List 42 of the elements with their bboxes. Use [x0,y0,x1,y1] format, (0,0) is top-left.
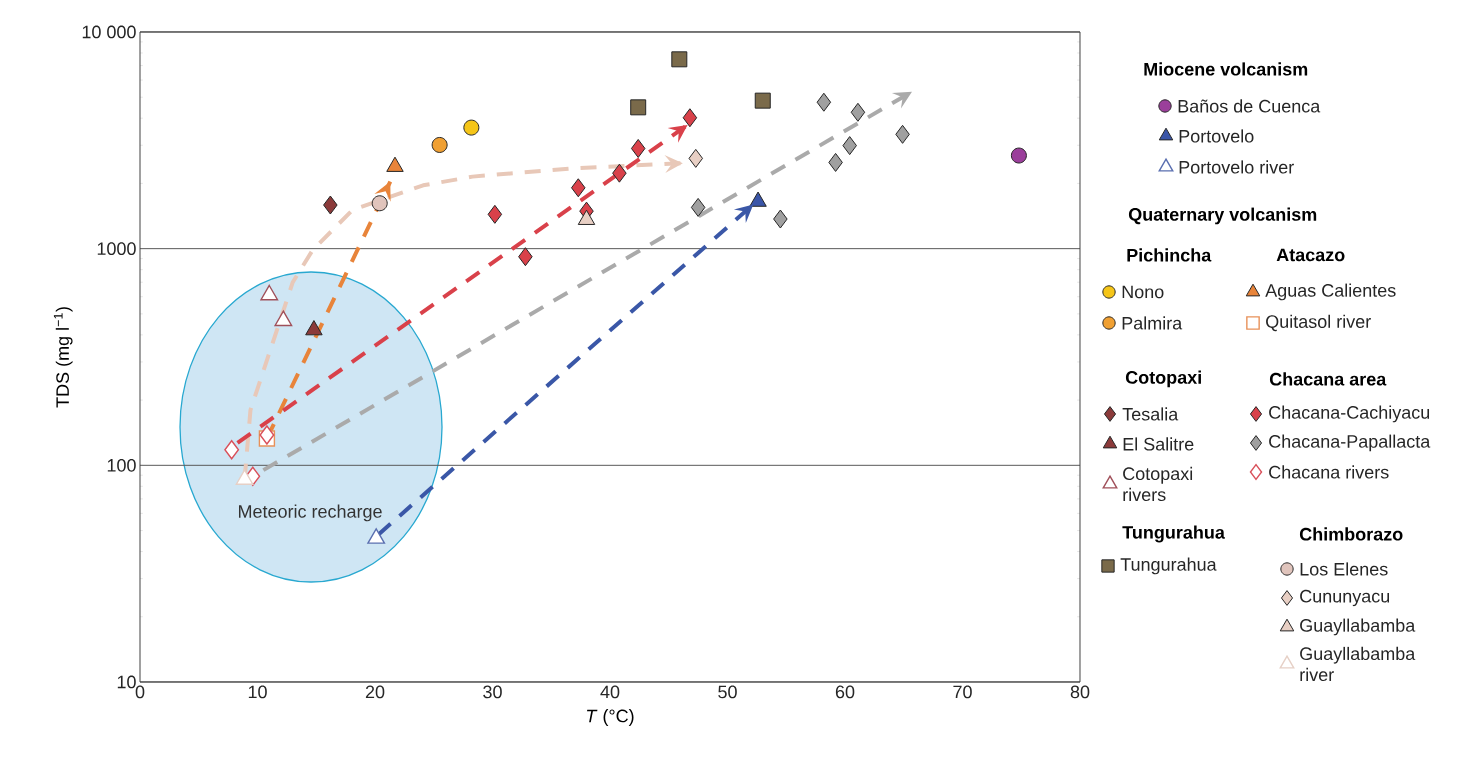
legend-label: Quitasol river [1266,314,1371,332]
legend-label: Guayllabamba river [1300,646,1416,682]
x-tick-label: 10 [248,685,267,699]
legend-label: Portovelo [1179,129,1254,143]
x-tick-label: 60 [835,685,855,699]
legend-label: Chacana rivers [1269,465,1389,479]
x-axis-title: T (°C) [587,709,634,726]
x-tick-label: 40 [600,685,620,699]
text: Chimborazo [1299,527,1403,541]
y-tick-label: 10 000 [82,25,136,39]
legend-label: Cununyacu [1300,589,1390,607]
x-tick-label: 0 [135,685,145,699]
legend-label: Tesalia [1122,407,1179,421]
text: Quaternary volcanism [1128,207,1317,225]
y-tick-label: 1000 [97,242,136,256]
legend-label: Portovelo river [1179,160,1294,174]
x-tick-label: 80 [1070,685,1090,699]
text: Pichincha [1127,248,1212,262]
legend-label: Cotopaxi rivers [1123,466,1193,502]
text: Chacana area [1269,372,1387,386]
legend-label: Palmira [1122,316,1183,330]
y-tick-label: 100 [107,458,136,472]
text: Tungurahua [1122,525,1225,543]
text: Cotopaxi [1125,370,1201,388]
y-tick-label: 10 [117,675,136,689]
legend-label: Guayllabamba [1300,618,1416,636]
x-tick-label: 50 [718,685,737,699]
x-tick-label: 70 [953,685,972,699]
legend-label: Baños de Cuenca [1178,99,1321,113]
annotation: Meteoric recharge [238,504,382,522]
x-tick-label: 30 [483,685,502,699]
legend-label: Chacana-Cachiyacu [1269,405,1430,423]
legend-label: Nono [1122,285,1164,299]
legend-label: El Salitre [1123,437,1194,451]
x-tick-label: 20 [365,685,385,699]
text: Miocene volcanism [1144,62,1308,76]
y-axis-title: TDS (mg l$^{−1}$) [53,307,73,408]
legend-label: Los Elenes [1300,562,1388,576]
legend-label: Chacana-Papallacta [1269,434,1431,452]
legend-label: Aguas Calientes [1265,283,1396,301]
legend-label: Tungurahua [1120,557,1217,575]
text: Atacazo [1276,248,1345,262]
